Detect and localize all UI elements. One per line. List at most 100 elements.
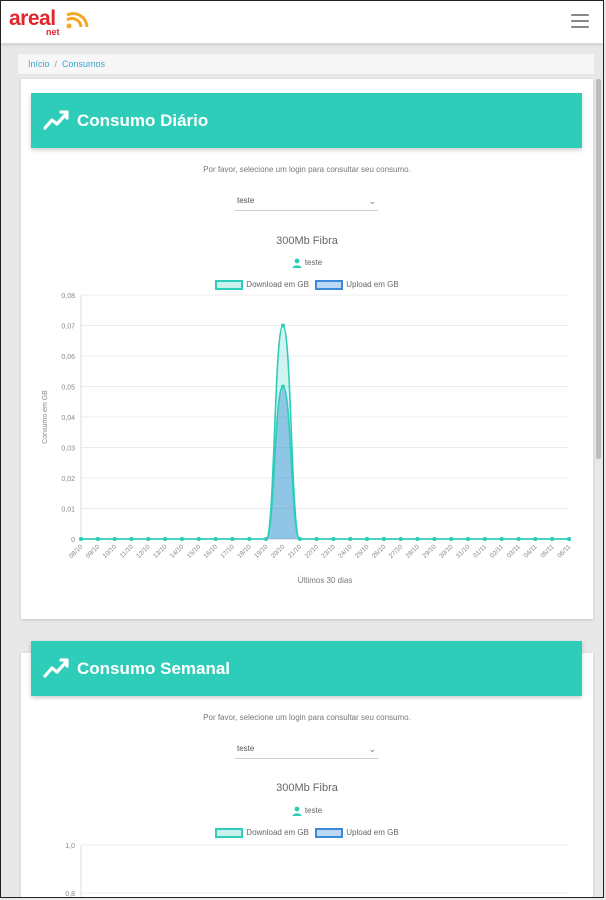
top-bar: areal net [1,1,603,44]
x-tick-label: 24/10 [337,543,354,560]
weekly-login-select[interactable]: teste ⌄ [235,739,378,759]
legend-download[interactable]: Download em GB [215,280,309,290]
upload-data-point [365,537,370,541]
x-tick-label: 22/10 [304,543,321,560]
x-tick-label: 30/10 [438,543,455,560]
upload-data-point [331,537,336,541]
upload-series-line [80,385,569,540]
chevron-down-icon: ⌄ [368,196,376,206]
user-icon [292,806,302,816]
upload-data-point [567,537,571,541]
download-series-area [81,325,569,539]
x-tick-label: 27/10 [388,543,405,560]
upload-data-point [297,537,302,541]
x-tick-label: 01/11 [472,543,488,559]
x-tick-label: 05/11 [539,543,555,559]
y-tick-label: 0 [71,537,75,544]
upload-data-point [79,537,83,541]
x-tick-label: 06/11 [556,543,572,559]
logo-subtext: net [46,27,60,37]
legend-upload-swatch [315,280,344,290]
upload-data-point [516,537,521,541]
daily-login-select[interactable]: teste ⌄ [235,191,378,211]
x-tick-label: 23/10 [320,543,337,560]
upload-data-point [449,537,454,541]
breadcrumb-home-link[interactable]: Início [28,59,50,69]
y-tick-label: 0,8 [65,891,75,898]
upload-data-point [314,537,319,541]
y-tick-label: 1,0 [65,843,75,850]
breadcrumb-separator: / [54,59,58,69]
download-data-point [280,323,285,328]
legend-download[interactable]: Download em GB [215,828,309,838]
user-icon [292,258,302,268]
legend-download-swatch [215,828,244,838]
y-tick-label: 0,04 [61,415,75,422]
y-tick-label: 0,05 [61,385,75,392]
daily-user-label: teste [21,258,593,268]
x-tick-label: 08/10 [68,543,85,560]
breadcrumb-current-link[interactable]: Consumos [62,59,106,69]
legend-upload[interactable]: Upload em GB [315,828,399,838]
x-tick-label: 04/11 [523,543,539,559]
legend-download-label: Download em GB [246,280,309,290]
x-tick-label: 03/11 [506,543,522,559]
y-tick-label: 0,08 [61,293,75,300]
y-axis-label: Consumo em GB [42,390,49,444]
x-tick-label: 31/10 [455,543,472,560]
x-tick-label: 28/10 [405,543,422,560]
daily-chart-legend: Download em GB Upload em GB [21,280,593,290]
weekly-user-name: teste [304,806,323,816]
upload-data-point [499,537,504,541]
upload-data-point [146,537,151,541]
upload-data-point [482,537,487,541]
wifi-icon [66,12,89,29]
upload-data-point [381,537,386,541]
x-tick-label: 18/10 [236,543,253,560]
legend-download-swatch [215,280,244,290]
x-tick-label: 13/10 [152,543,169,560]
daily-plan-title: 300Mb Fibra [276,235,338,247]
weekly-card-title: Consumo Semanal [77,659,231,678]
x-tick-label: 17/10 [219,543,236,560]
download-series-line [80,324,569,540]
x-axis-label: Últimos 30 dias [298,576,353,585]
y-tick-label: 0,01 [61,507,75,514]
upload-data-point [230,537,235,541]
hamburger-menu-icon[interactable] [571,14,589,28]
x-tick-label: 25/10 [354,543,371,560]
daily-card-header: Consumo Diário [31,93,582,148]
upload-data-point [129,537,134,541]
weekly-consumption-chart: 0,8 1,0 [65,843,569,898]
weekly-plan-title: 300Mb Fibra [276,782,338,794]
weekly-login-prompt: Por favor, selecione um login para consu… [203,713,411,722]
x-tick-label: 26/10 [371,543,388,560]
daily-consumption-chart: 0 0,01 0,02 0,03 0,04 0,05 0,06 0,07 0,08 Consumo… [42,293,573,585]
x-tick-label: 12/10 [135,543,152,560]
upload-data-point [550,537,555,541]
upload-data-point [95,537,100,541]
weekly-chart-legend: Download em GB Upload em GB [21,828,593,838]
upload-data-point [112,537,117,541]
upload-data-point [398,537,403,541]
x-tick-label: 21/10 [287,543,304,560]
legend-upload-swatch [315,828,344,838]
chevron-down-icon: ⌄ [368,744,376,754]
upload-data-point [179,537,184,541]
scrollbar-thumb[interactable] [596,79,601,459]
upload-data-point [533,537,538,541]
trending-up-icon [43,658,69,678]
brand-logo[interactable]: areal net [9,7,89,39]
x-tick-label: 02/11 [489,543,505,559]
legend-upload[interactable]: Upload em GB [315,280,399,290]
weekly-select-value: teste [237,744,255,753]
weekly-consumption-card: Consumo Semanal Por favor, selecione um … [21,641,593,898]
x-tick-label: 19/10 [253,543,270,560]
upload-data-point [415,537,420,541]
x-tick-label: 10/10 [102,543,119,560]
upload-data-point [432,537,437,541]
upload-data-point [196,537,201,541]
y-tick-label: 0,02 [61,476,75,483]
upload-series-area [81,386,569,539]
upload-data-point [264,537,269,541]
